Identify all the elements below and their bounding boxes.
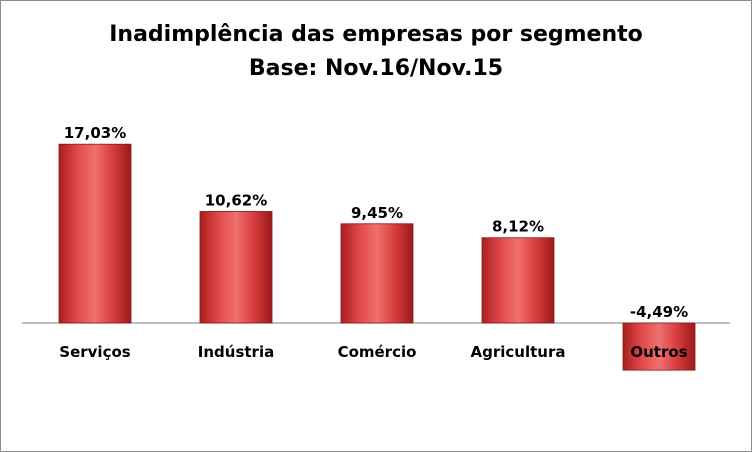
category-label-1: Indústria bbox=[198, 343, 274, 361]
category-label-3: Agricultura bbox=[471, 343, 566, 361]
data-label-3: 8,12% bbox=[492, 218, 544, 236]
category-label-2: Comércio bbox=[338, 343, 417, 361]
chart-title: Inadimplência das empresas por segmento … bbox=[0, 18, 752, 86]
bar-0 bbox=[58, 143, 132, 324]
category-label-0: Serviços bbox=[59, 343, 130, 361]
bar-3 bbox=[481, 237, 555, 324]
bar-4 bbox=[622, 322, 696, 371]
chart-title-line2: Base: Nov.16/Nov.15 bbox=[248, 56, 504, 81]
data-label-0: 17,03% bbox=[64, 124, 126, 142]
chart-title-line1: Inadimplência das empresas por segmento bbox=[109, 22, 643, 47]
bar-2 bbox=[340, 223, 414, 324]
data-label-1: 10,62% bbox=[205, 191, 267, 209]
data-label-2: 9,45% bbox=[351, 204, 403, 222]
category-label-4: Outros bbox=[630, 343, 687, 361]
data-label-4: -4,49% bbox=[630, 303, 688, 321]
bar-1 bbox=[199, 211, 273, 324]
